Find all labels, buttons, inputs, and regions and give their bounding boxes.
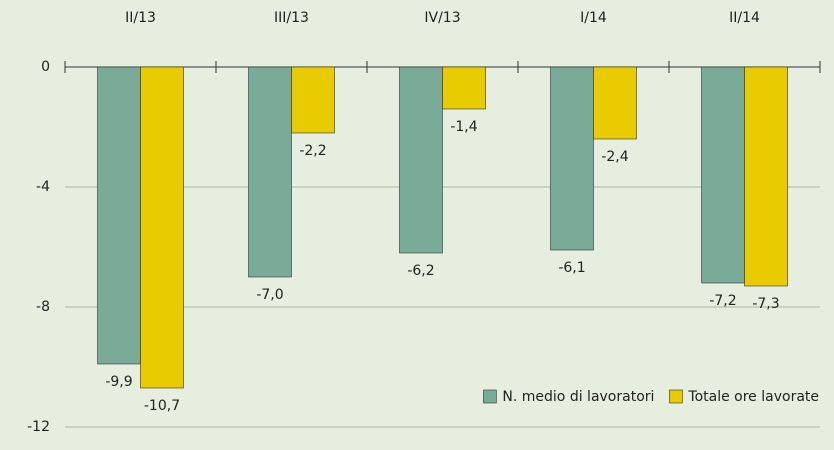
x-tick-label: I/14 <box>580 10 607 26</box>
data-label: -1,4 <box>450 119 477 135</box>
y-tick-label: 0 <box>41 59 50 75</box>
data-label: -2,4 <box>601 149 628 165</box>
x-tick-label: II/14 <box>729 10 760 26</box>
legend-swatch <box>483 389 497 404</box>
data-label: -9,9 <box>105 374 132 390</box>
legend-label: N. medio di lavoratori <box>502 389 654 405</box>
bar <box>442 66 486 110</box>
bar <box>97 66 141 365</box>
data-label: -7,3 <box>752 296 779 312</box>
y-tick-label: -4 <box>36 179 50 195</box>
bar <box>701 66 745 284</box>
data-label: -7,0 <box>256 287 283 303</box>
legend-label: Totale ore lavorate <box>687 389 819 405</box>
bar <box>291 66 335 134</box>
x-tick-label: II/13 <box>125 10 156 26</box>
bar <box>248 66 292 278</box>
legend-swatch <box>669 389 683 404</box>
y-tick-label: -8 <box>36 299 50 315</box>
bar <box>399 66 443 254</box>
legend-item: Totale ore lavorate <box>669 389 819 405</box>
data-label: -6,1 <box>558 260 585 276</box>
x-tick-label: IV/13 <box>424 10 460 26</box>
data-label: -10,7 <box>144 398 180 414</box>
data-label: -2,2 <box>299 143 326 159</box>
bar <box>550 66 594 251</box>
legend: N. medio di lavoratori Totale ore lavorat… <box>483 389 819 405</box>
data-label: -7,2 <box>709 293 736 309</box>
bar <box>593 66 637 140</box>
y-tick-label: -12 <box>27 419 50 435</box>
legend-item: N. medio di lavoratori <box>483 389 654 405</box>
bar <box>140 66 184 389</box>
data-label: -6,2 <box>407 263 434 279</box>
x-tick-label: III/13 <box>274 10 309 26</box>
bar <box>744 66 788 287</box>
